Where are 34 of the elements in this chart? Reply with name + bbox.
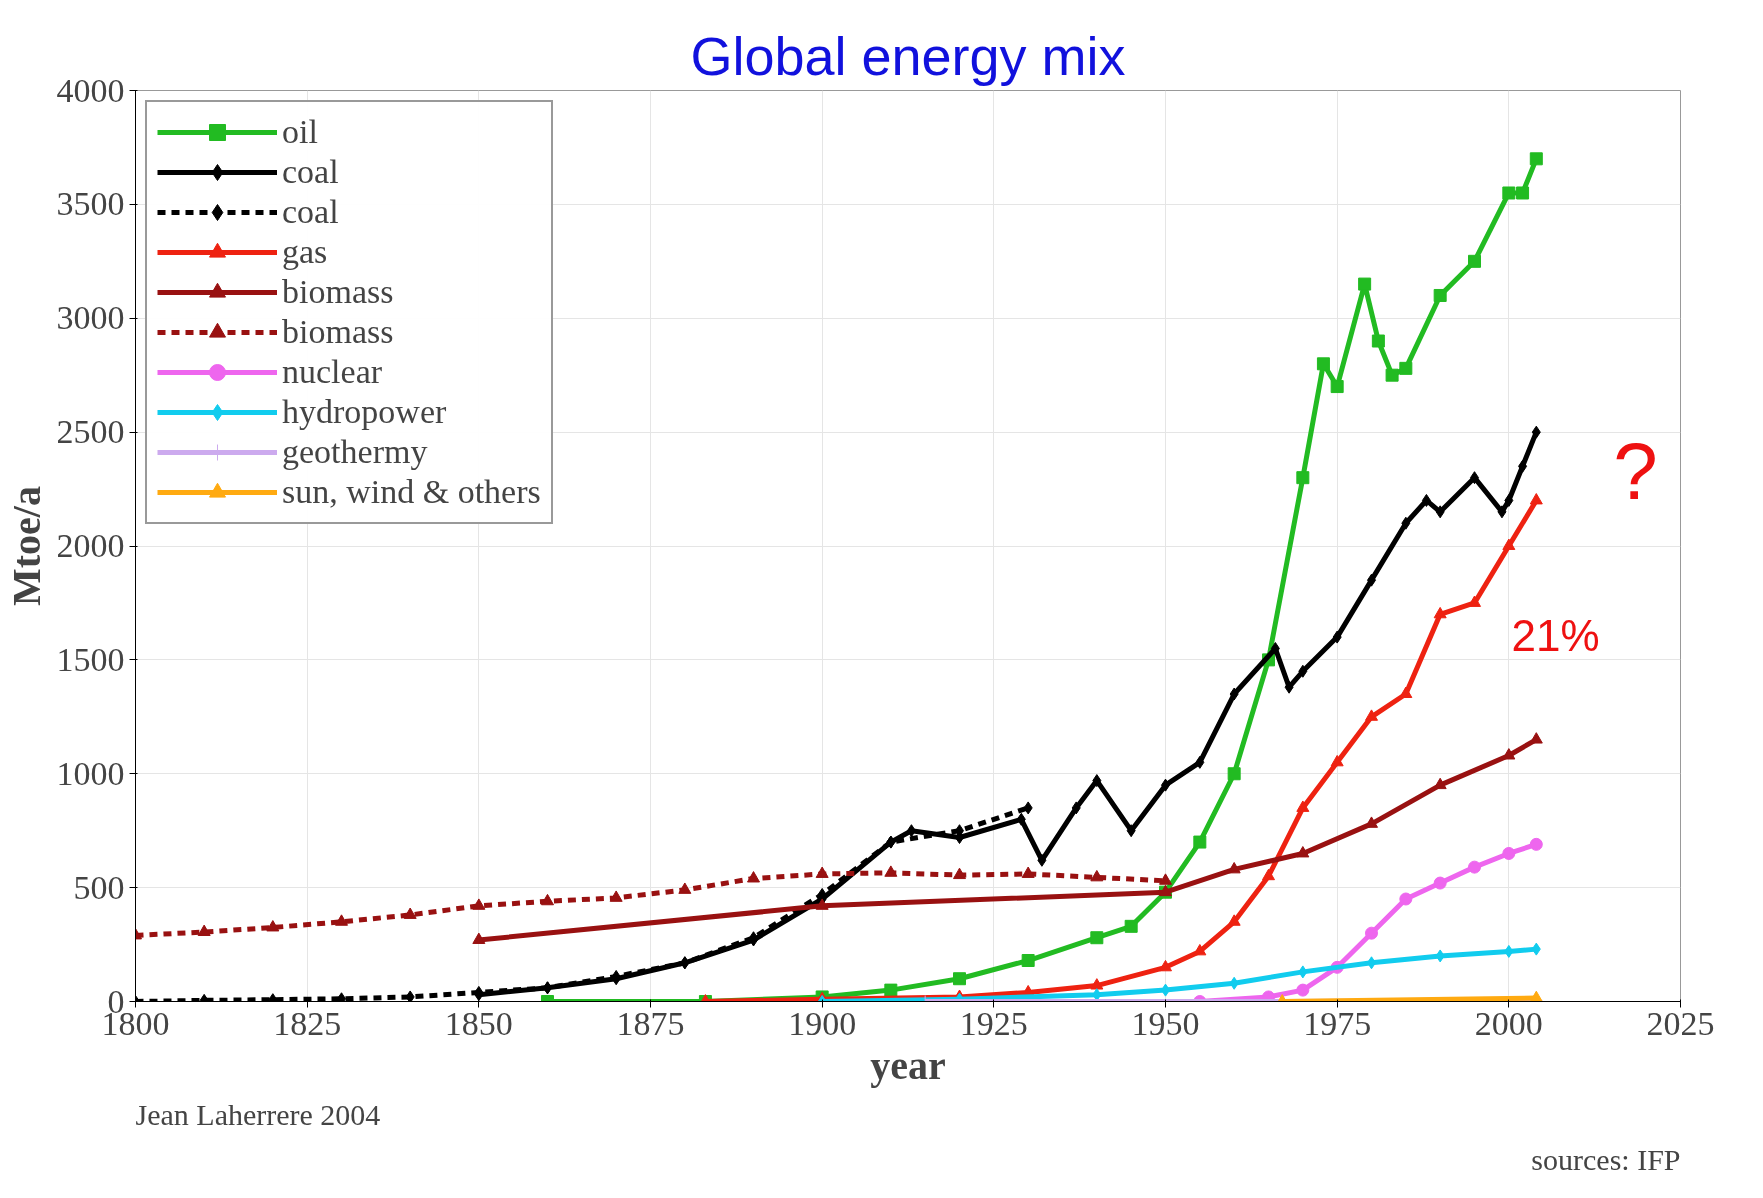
legend-label: sun, wind & others [282, 472, 541, 512]
x-tick-label: 1850 [444, 1004, 513, 1042]
y-tick-label: 4000 [56, 71, 125, 109]
text: Jean Laherrere 2004 [135, 1097, 381, 1131]
annotation: 21% [1511, 611, 1600, 660]
x-tick-label: 1950 [1131, 1004, 1200, 1042]
legend-label: coal [282, 152, 339, 192]
legend-label: biomass [282, 312, 394, 352]
x-axis-title: year [870, 1042, 946, 1088]
x-tick-label: 1875 [616, 1004, 685, 1042]
y-tick-label: 3500 [56, 185, 125, 223]
x-tick-label: 1825 [273, 1004, 342, 1042]
y-tick-label: 2000 [56, 527, 125, 564]
legend-label: coal [282, 192, 339, 232]
y-tick-label: 3000 [56, 299, 125, 337]
chart-title: Global energy mix [690, 25, 1126, 86]
annotation: ? [1613, 427, 1658, 516]
x-tick-label: 2025 [1646, 1004, 1715, 1042]
y-tick-label: 1000 [56, 754, 125, 792]
legend-label: hydropower [282, 392, 447, 432]
x-tick-label: 2000 [1474, 1004, 1543, 1042]
legend-label: nuclear [282, 352, 383, 392]
legend-label: geothermy [282, 432, 428, 472]
x-tick-label: 1975 [1303, 1004, 1372, 1042]
y-axis-title: Mtoe/a [3, 486, 49, 606]
legend-label: gas [282, 232, 328, 272]
y-tick-label: 500 [73, 868, 125, 906]
x-tick-label: 1900 [788, 1004, 857, 1042]
y-tick-label: 2500 [56, 413, 125, 451]
x-tick-label: 1925 [959, 1004, 1028, 1042]
source-note: sources: IFP [1531, 1142, 1681, 1176]
legend-label: oil [282, 112, 318, 152]
legend-label: biomass [282, 272, 394, 312]
y-tick-label: 1500 [56, 640, 125, 678]
